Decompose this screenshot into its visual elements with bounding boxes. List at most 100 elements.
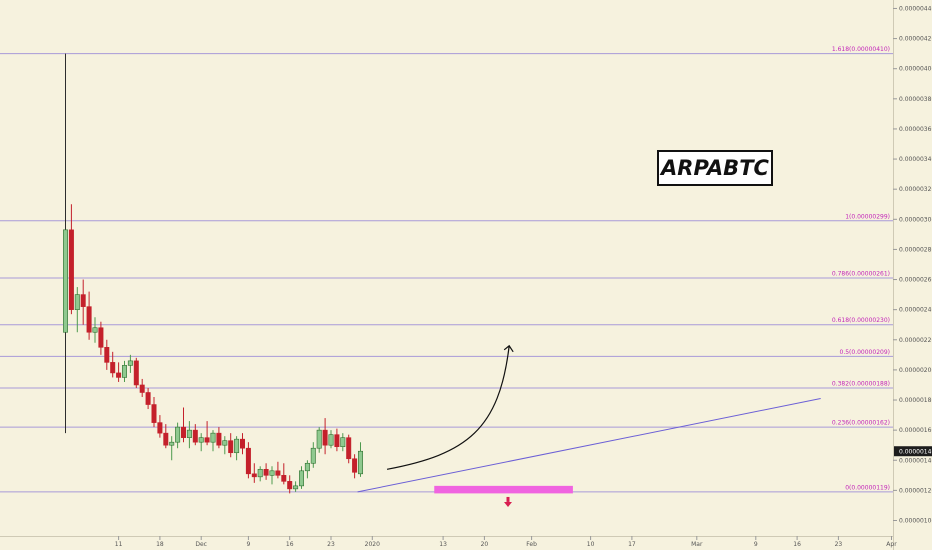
y-tick-label: 0.00000140 xyxy=(899,457,932,464)
y-tick-label: 0.00000360 xyxy=(899,126,932,133)
candle-body xyxy=(86,306,92,333)
x-tick-label: 23 xyxy=(327,541,335,548)
down-marker-head xyxy=(504,501,512,507)
candle-body xyxy=(163,432,169,446)
x-tick-label: 9 xyxy=(754,541,758,548)
y-tick-label: 0.00000340 xyxy=(899,156,932,163)
fib-label: 0.618(0.00000230) xyxy=(832,317,890,324)
candle-body xyxy=(352,458,358,473)
candle-body xyxy=(263,468,269,476)
x-tick-label: 2020 xyxy=(365,541,380,548)
projection-arrowhead xyxy=(503,344,514,353)
candle-body xyxy=(240,438,246,449)
candle-body xyxy=(204,437,210,443)
candle-body xyxy=(92,327,98,333)
y-tick-label: 0.00000260 xyxy=(899,277,932,284)
candle-body xyxy=(175,426,181,443)
candle-body xyxy=(287,481,293,490)
candle-body xyxy=(198,437,204,443)
y-tick-label: 0.00000320 xyxy=(899,186,932,193)
candle-body xyxy=(192,429,198,443)
x-tick-label: 9 xyxy=(246,541,250,548)
candle-body xyxy=(157,422,163,434)
y-tick-label: 0.00000300 xyxy=(899,216,932,223)
candle-body xyxy=(104,347,110,363)
fibonacci-levels: 0(0.00000119) 0.236(0.00000162) 0.382(0.00… xyxy=(0,46,893,493)
candle-body xyxy=(281,475,287,482)
candle-body xyxy=(139,384,145,393)
y-tick-label: 0.00000200 xyxy=(899,367,932,374)
time-axis[interactable]: 11 18 Dec 9 16 23 2020 13 20 Feb 10 17 Mar 9 16 23 Apr xyxy=(115,536,897,548)
x-tick-label: 16 xyxy=(286,541,294,548)
candle-body xyxy=(257,468,263,478)
candle-body xyxy=(322,429,328,446)
x-tick-label: 10 xyxy=(587,541,595,548)
candle-body xyxy=(328,434,334,446)
x-tick-label: 16 xyxy=(793,541,801,548)
x-tick-label: Apr xyxy=(886,541,897,548)
candle-body xyxy=(304,462,310,472)
fib-label: 1.618(0.00000410) xyxy=(832,46,890,53)
candle-body xyxy=(98,327,104,348)
price-axis[interactable]: 0.00000100 0.00000120 0.00000140 0.00000160… xyxy=(893,5,932,525)
y-tick-label: 0.00000180 xyxy=(899,397,932,404)
fib-label: 0.236(0.00000162) xyxy=(832,420,890,427)
y-tick-label: 0.00000380 xyxy=(899,96,932,103)
y-tick-label: 0.00000120 xyxy=(899,487,932,494)
candle-body xyxy=(216,432,222,446)
fib-label: 0(0.00000119) xyxy=(845,484,890,491)
candle-body xyxy=(275,470,281,476)
candles xyxy=(62,53,363,494)
candle-body xyxy=(145,392,151,405)
y-tick-label: 0.00000440 xyxy=(899,5,932,12)
y-tick-label: 0.00000220 xyxy=(899,337,932,344)
last-price-badge xyxy=(894,446,932,457)
target-zone xyxy=(434,485,573,494)
x-tick-label: 13 xyxy=(439,541,447,548)
fib-label: 0.786(0.00000261) xyxy=(832,271,890,278)
candle-body xyxy=(116,372,122,378)
title-box: ARPABTC xyxy=(657,150,773,186)
candle-body xyxy=(210,432,216,443)
candle-body xyxy=(181,426,187,438)
chart-title: ARPABTC xyxy=(659,156,769,180)
candle-body xyxy=(62,229,68,333)
candle-body xyxy=(293,485,299,490)
y-tick-label: 0.00000400 xyxy=(899,66,932,73)
last-price-label: 0.00000146 xyxy=(899,449,932,456)
candle-body xyxy=(316,429,322,449)
candle-body xyxy=(269,470,275,476)
x-tick-label: 23 xyxy=(835,541,843,548)
y-tick-label: 0.00000420 xyxy=(899,36,932,43)
candle-body xyxy=(169,441,175,446)
title-box-frame xyxy=(657,150,773,186)
trendline-layer xyxy=(357,398,821,494)
candle-body xyxy=(80,294,86,307)
y-tick-label: 0.00000280 xyxy=(899,246,932,253)
candle-body xyxy=(357,450,363,475)
candle-body xyxy=(110,362,116,374)
fib-label: 0.382(0.00000188) xyxy=(832,380,890,387)
x-tick-label: 17 xyxy=(628,541,636,548)
y-tick-label: 0.00000160 xyxy=(899,427,932,434)
candle-body xyxy=(186,429,192,438)
candle-body xyxy=(245,447,251,475)
fib-label: 0.5(0.00000209) xyxy=(840,349,891,356)
projection-arrow xyxy=(386,345,510,470)
candle-body xyxy=(228,440,234,454)
candle-body xyxy=(346,437,352,460)
annotations xyxy=(386,344,514,507)
candle-body xyxy=(298,470,304,487)
down-marker-stem xyxy=(506,496,510,502)
x-tick-label: Dec xyxy=(195,541,207,548)
candle-body xyxy=(334,434,340,448)
x-tick-label: 18 xyxy=(156,541,164,548)
x-tick-label: Feb xyxy=(526,541,537,548)
y-tick-label: 0.00000240 xyxy=(899,307,932,314)
candle-body xyxy=(222,440,228,446)
candle-body xyxy=(133,360,139,386)
candle-body xyxy=(68,229,74,310)
y-tick-label: 0.00000100 xyxy=(899,518,932,525)
